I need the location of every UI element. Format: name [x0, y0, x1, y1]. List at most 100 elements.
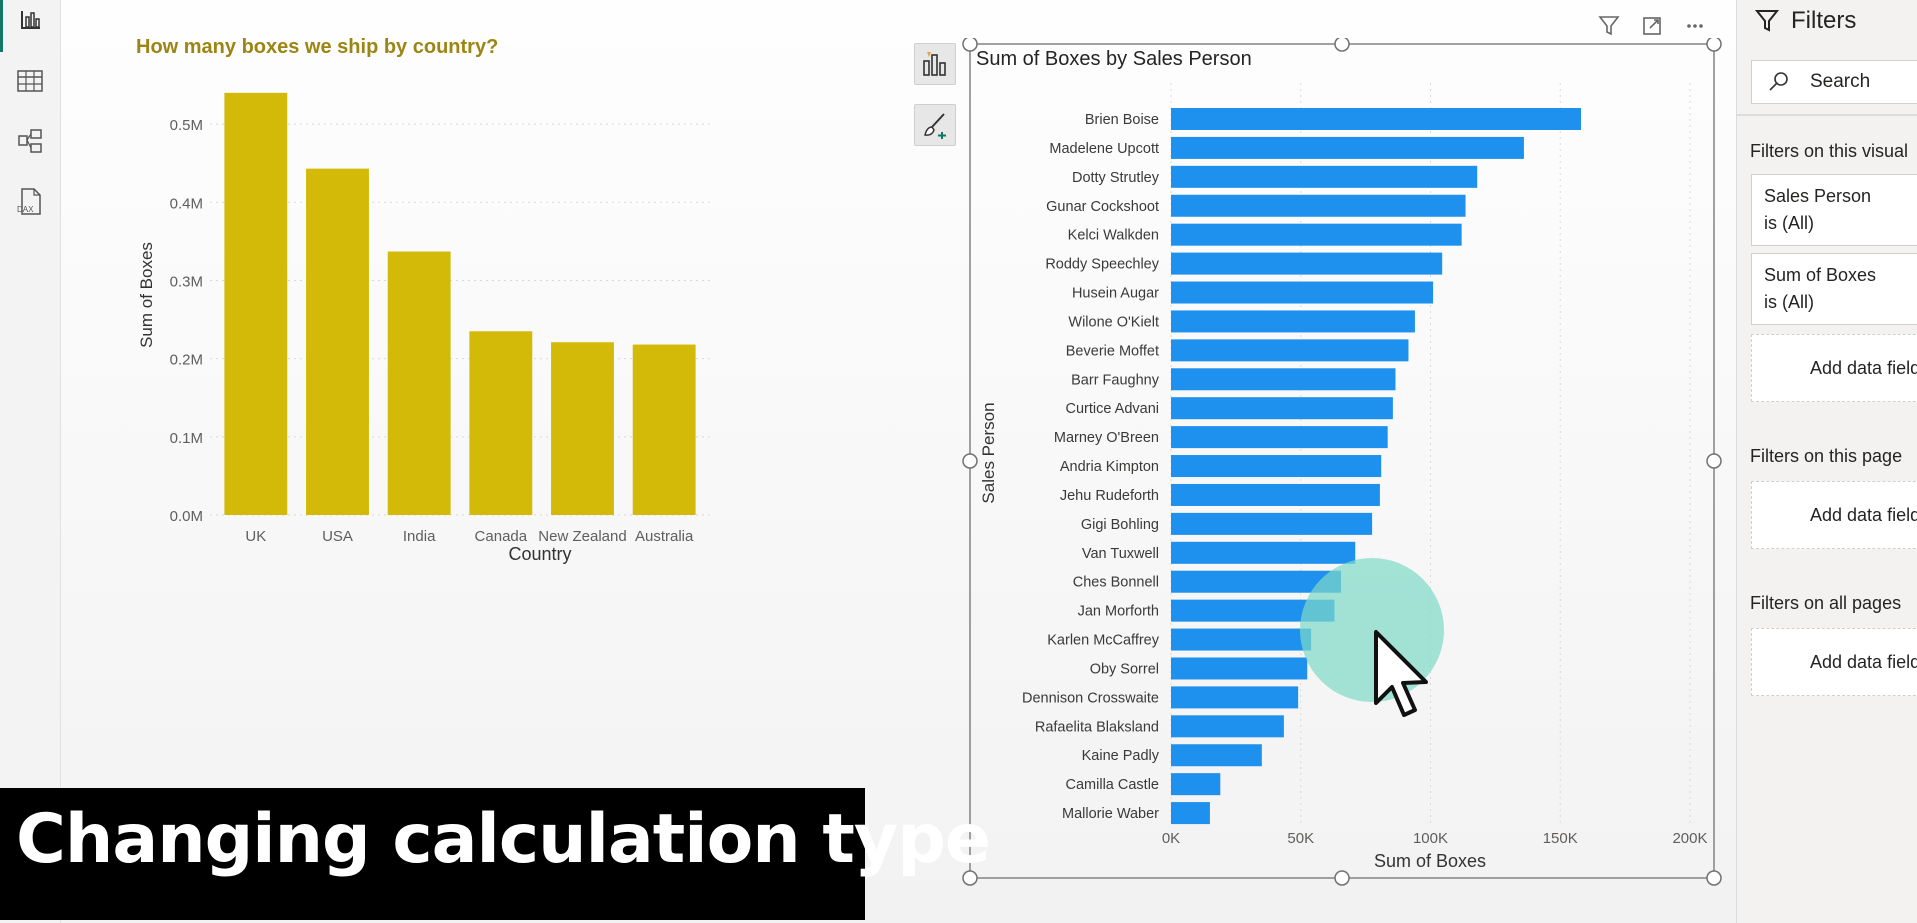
add-data-fields-all-pages[interactable]: Add data fields here — [1751, 628, 1917, 696]
country-y-tick-label: 0.4M — [170, 195, 203, 212]
filter-card-sales-person[interactable]: Sales Person is (All) — [1751, 174, 1917, 246]
add-data-fields-visual[interactable]: Add data fields here — [1751, 334, 1917, 402]
filter-field-state: is (All) — [1764, 292, 1814, 312]
sales-bar — [1171, 281, 1434, 304]
add-data-fields-page[interactable]: Add data fields here — [1751, 481, 1917, 549]
sales-person-label: Andria Kimpton — [1060, 459, 1159, 475]
resize-handles[interactable] — [962, 38, 1722, 886]
country-x-tick-label: Canada — [475, 528, 528, 545]
sales-bar — [1171, 165, 1478, 188]
sales-bar — [1171, 455, 1382, 478]
sales-person-label: Barr Faughny — [1071, 372, 1160, 388]
filter-icon[interactable] — [1598, 16, 1620, 36]
sales-bar — [1171, 397, 1393, 420]
sales-bar — [1171, 628, 1312, 651]
country-x-tick-label: New Zealand — [538, 528, 626, 545]
sales-bar — [1171, 512, 1373, 535]
filter-field-name: Sum of Boxes — [1764, 265, 1877, 285]
sales-person-label: Oby Sorrel — [1090, 661, 1159, 677]
filters-pane: Filters Search Filters on this visual Sa… — [1736, 0, 1917, 923]
sales-person-label: Dennison Crosswaite — [1022, 690, 1159, 706]
sales-person-label: Wilone O'Kielt — [1068, 314, 1159, 330]
sales-person-label: Curtice Advani — [1066, 401, 1160, 417]
country-y-tick-label: 0.3M — [170, 273, 203, 290]
more-options-icon[interactable] — [1687, 24, 1703, 28]
filters-on-all-pages-label: Filters on all pages — [1750, 593, 1902, 613]
country-y-axis-title: Sum of Boxes — [137, 242, 156, 348]
sales-bar — [1171, 368, 1396, 391]
country-bar — [387, 251, 451, 515]
focus-mode-icon[interactable] — [1643, 17, 1661, 35]
country-y-tick-label: 0.0M — [170, 508, 203, 525]
filter-field-state: is (All) — [1764, 213, 1814, 233]
country-bar — [469, 331, 533, 515]
sales-person-label: Roddy Speechley — [1045, 257, 1159, 273]
sales-person-label: Madelene Upcott — [1049, 141, 1159, 157]
country-x-axis-title: Country — [508, 544, 571, 564]
sales-bar — [1171, 194, 1466, 217]
search-icon — [1769, 72, 1788, 91]
report-view-icon[interactable] — [14, 4, 46, 36]
filters-on-page-label: Filters on this page — [1750, 446, 1903, 466]
visual-header — [1598, 16, 1703, 36]
caption-text: Changing calculation type — [16, 800, 991, 879]
build-visual-button[interactable] — [914, 43, 956, 85]
add-data-fields-label: Add data fields here — [1810, 358, 1917, 378]
sales-x-tick-label: 100K — [1413, 830, 1448, 847]
sales-x-tick-label: 50K — [1287, 830, 1314, 847]
sales-person-label: Camilla Castle — [1066, 777, 1159, 793]
sales-bar — [1171, 339, 1409, 362]
country-x-tick-label: India — [403, 528, 436, 545]
dax-label: DAX — [17, 205, 34, 214]
sales-x-tick-label: 0K — [1162, 830, 1180, 847]
country-bars — [224, 92, 696, 516]
sales-person-label: Dotty Strutley — [1072, 170, 1160, 186]
add-data-fields-label: Add data fields here — [1810, 652, 1917, 672]
filters-funnel-icon — [1755, 10, 1780, 32]
sales-bar — [1171, 657, 1308, 680]
country-bar — [224, 92, 288, 516]
sales-person-label: Husein Augar — [1072, 286, 1159, 302]
filter-card-sum-of-boxes[interactable]: Sum of Boxes is (All) — [1751, 253, 1917, 325]
country-bar — [551, 342, 614, 515]
sales-person-label: Kelci Walkden — [1068, 228, 1159, 244]
sales-bar — [1171, 599, 1335, 622]
country-y-ticks: 0.0M 0.1M 0.2M 0.3M 0.4M 0.5M — [170, 117, 203, 525]
country-y-tick-label: 0.5M — [170, 117, 203, 134]
filters-search-box[interactable]: Search — [1751, 60, 1917, 104]
sales-person-label: Kaine Padly — [1082, 748, 1160, 764]
sales-person-label: Gunar Cockshoot — [1046, 199, 1159, 215]
sales-person-label: Beverie Moffet — [1066, 343, 1159, 359]
sales-bar — [1171, 570, 1341, 593]
table-view-icon[interactable] — [14, 65, 46, 97]
sales-person-label: Van Tuxwell — [1082, 546, 1159, 562]
country-x-tick-label: USA — [322, 528, 353, 545]
country-chart-title: How many boxes we ship by country? — [136, 36, 498, 58]
sales-bar — [1171, 541, 1356, 564]
country-x-tick-label: Australia — [635, 528, 694, 545]
sales-person-label: Marney O'Breen — [1054, 430, 1159, 446]
filter-field-name: Sales Person — [1764, 186, 1872, 206]
sales-category-labels: Brien Boise Madelene Upcott Dotty Strutley… — [1022, 112, 1160, 822]
format-visual-button[interactable] — [914, 104, 956, 146]
sales-person-chart[interactable]: Sum of Boxes by Sales Person Brien Boise… — [960, 38, 1725, 886]
sales-bar — [1171, 744, 1262, 767]
sales-bar — [1171, 802, 1210, 825]
sales-person-label: Karlen McCaffrey — [1047, 633, 1159, 649]
dax-query-view-icon[interactable]: DAX — [14, 186, 46, 218]
search-placeholder: Search — [1810, 71, 1871, 92]
sales-bar — [1171, 686, 1299, 709]
country-y-tick-label: 0.2M — [170, 352, 203, 369]
add-data-fields-label: Add data fields here — [1810, 505, 1917, 525]
sales-person-label: Rafaelita Blaksland — [1035, 719, 1159, 735]
view-switcher-bar: DAX — [0, 0, 61, 923]
sales-bars — [1171, 108, 1582, 825]
sales-y-axis-title: Sales Person — [979, 402, 998, 503]
model-view-icon[interactable] — [14, 125, 46, 157]
country-chart[interactable]: How many boxes we ship by country? 0.0M 0… — [120, 25, 880, 580]
sales-person-label: Jan Morforth — [1078, 604, 1159, 620]
cursor-arrow-icon — [1374, 630, 1428, 717]
sales-bar — [1171, 108, 1582, 130]
country-bar — [632, 344, 696, 515]
sales-bar — [1171, 310, 1415, 333]
